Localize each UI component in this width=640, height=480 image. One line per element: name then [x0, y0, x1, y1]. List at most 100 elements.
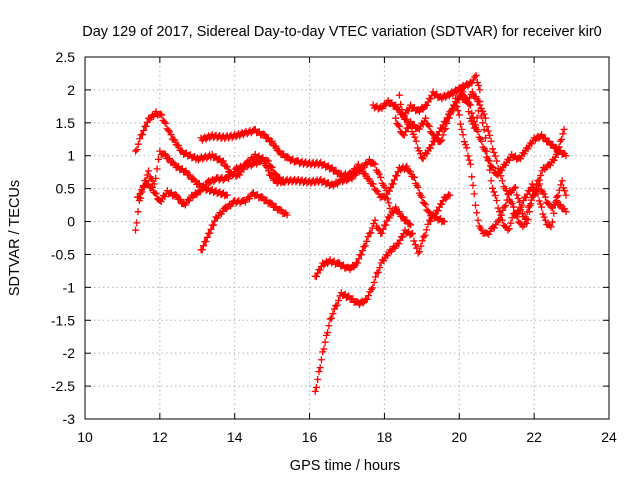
- data-point-trace: [378, 229, 386, 237]
- data-point: [161, 150, 169, 158]
- data-point-trace: [376, 264, 384, 272]
- data-point-trace: [527, 200, 535, 208]
- data-point-trace: [165, 155, 173, 163]
- data-point-trace: [330, 305, 338, 313]
- data-point-trace: [416, 150, 424, 158]
- data-point-trace: [464, 98, 472, 106]
- y-axis: 2.5 2 1.5 1 0.5 0 -0.5 -1 -1.5 -2 -2.5 -3: [51, 49, 609, 427]
- data-point-trace: [133, 219, 141, 227]
- data-point: [493, 196, 501, 204]
- data-point-trace: [421, 231, 429, 239]
- y-tick-label: 0: [67, 214, 75, 230]
- data-point: [465, 108, 473, 116]
- data-point-trace: [271, 169, 279, 177]
- data-point-trace: [394, 121, 402, 129]
- data-point: [412, 137, 420, 145]
- x-tick-label: 24: [601, 429, 617, 445]
- data-point-trace: [474, 107, 482, 115]
- data-point-trace: [427, 95, 435, 103]
- data-point-trace: [428, 129, 436, 137]
- data-point-trace: [138, 131, 146, 139]
- chart-title: Day 129 of 2017, Sidereal Day-to-day VTE…: [82, 24, 602, 40]
- data-point: [409, 229, 416, 237]
- data-point-trace: [382, 194, 390, 202]
- data-point-trace: [320, 345, 328, 353]
- data-point: [403, 162, 411, 170]
- data-point-trace: [357, 251, 365, 259]
- data-point: [440, 218, 448, 226]
- data-point: [279, 178, 287, 186]
- data-point-trace: [536, 200, 544, 208]
- data-point-trace: [422, 201, 430, 209]
- data-point-trace: [363, 237, 371, 245]
- data-point-trace: [312, 383, 320, 391]
- data-point-trace: [375, 170, 383, 178]
- data-point-trace: [403, 216, 411, 224]
- data-point-trace: [526, 187, 534, 195]
- data-point: [562, 191, 570, 199]
- data-point-trace: [491, 192, 499, 200]
- data-point: [371, 216, 379, 224]
- data-point: [468, 88, 476, 96]
- data-point-trace: [382, 221, 390, 229]
- data-point-trace: [399, 233, 407, 241]
- x-axis-label: GPS time / hours: [290, 458, 400, 474]
- data-point-trace: [447, 110, 455, 118]
- data-point: [371, 160, 379, 168]
- x-tick-label: 22: [526, 429, 542, 445]
- data-point: [459, 131, 467, 139]
- data-point-trace: [490, 148, 498, 156]
- data-point-trace: [416, 248, 424, 256]
- y-tick-label: -1: [63, 279, 76, 295]
- data-point-trace: [276, 205, 284, 213]
- y-tick-label: -2: [63, 345, 76, 361]
- data-point-trace: [136, 190, 144, 198]
- data-point: [467, 160, 475, 168]
- data-point: [476, 86, 484, 94]
- data-point-trace: [268, 164, 276, 172]
- data-point-trace: [390, 176, 398, 184]
- data-point-trace: [494, 204, 502, 212]
- data-point-trace: [395, 122, 403, 130]
- data-point: [315, 368, 323, 376]
- data-point-trace: [424, 121, 432, 129]
- data-point: [553, 193, 561, 201]
- data-point-trace: [440, 126, 448, 134]
- data-point-trace: [496, 168, 504, 176]
- data-point-trace: [454, 107, 462, 115]
- data-point: [223, 191, 231, 199]
- data-point-trace: [479, 119, 487, 127]
- data-point-trace: [531, 186, 539, 194]
- data-point: [139, 183, 147, 191]
- data-point-trace: [442, 125, 450, 133]
- data-point-trace: [142, 176, 150, 184]
- data-point-trace: [561, 187, 569, 195]
- data-point-trace: [480, 126, 488, 134]
- data-point-trace: [423, 101, 431, 109]
- data-point: [541, 216, 549, 224]
- data-point-trace: [425, 122, 433, 130]
- data-point-trace: [507, 219, 515, 227]
- data-point-trace: [484, 157, 492, 165]
- data-point-trace: [474, 127, 482, 135]
- data-point-trace: [466, 94, 474, 102]
- data-point-trace: [554, 192, 562, 200]
- data-point-trace: [403, 116, 411, 124]
- data-point-trace: [417, 242, 425, 250]
- data-point-trace: [316, 364, 324, 372]
- data-point-trace: [549, 141, 557, 149]
- data-point-trace: [272, 142, 280, 150]
- x-tick-label: 10: [77, 429, 93, 445]
- data-point: [487, 137, 495, 145]
- data-point-trace: [135, 193, 143, 201]
- data-point: [392, 101, 400, 109]
- data-point-trace: [490, 188, 498, 196]
- data-point: [418, 193, 426, 201]
- data-point-trace: [497, 172, 505, 180]
- data-point-trace: [324, 329, 332, 337]
- data-point: [429, 131, 437, 139]
- data-point-trace: [199, 182, 207, 190]
- data-point-trace: [134, 140, 142, 148]
- data-point: [455, 111, 463, 119]
